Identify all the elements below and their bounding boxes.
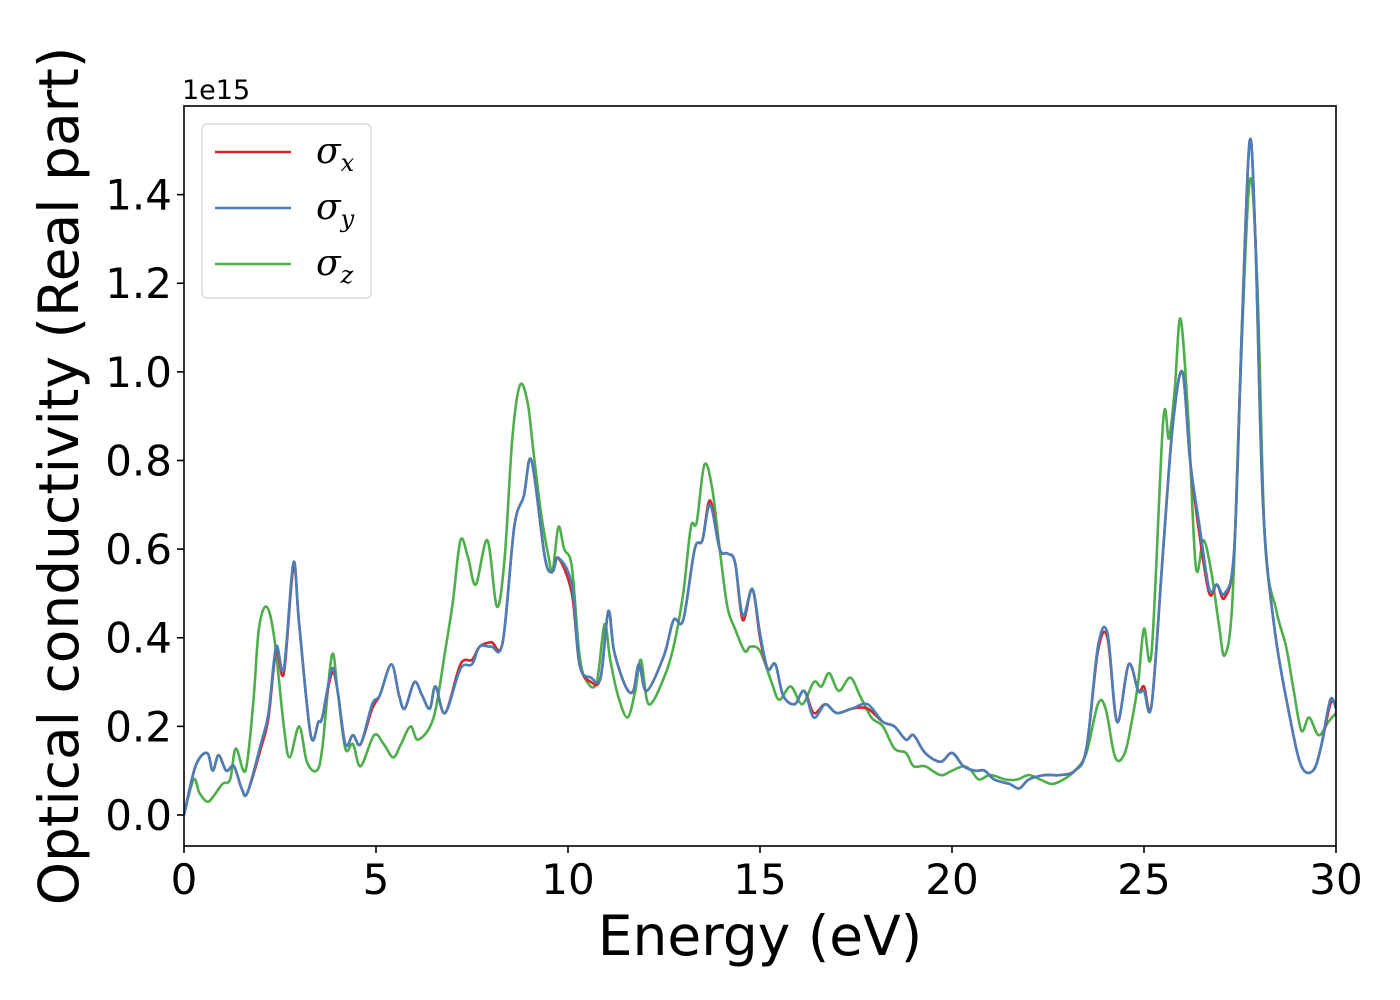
- legend-label-x: σx: [316, 131, 355, 177]
- x-tick-label: 30: [1309, 855, 1362, 904]
- y-tick-label: 1.4: [105, 171, 172, 220]
- x-tick-label: 15: [733, 855, 786, 904]
- y-tick-label: 0.2: [105, 702, 172, 751]
- y-tick-label: 0.4: [105, 614, 172, 663]
- y-tick-label: 0.0: [105, 791, 172, 840]
- x-tick-label: 10: [541, 855, 594, 904]
- legend: σx σy σz: [201, 123, 372, 299]
- legend-label-z: σz: [316, 243, 354, 289]
- plot-background: [184, 106, 1336, 846]
- x-tick-label: 5: [363, 855, 390, 904]
- x-axis-ticks: 0 5 10 15 20 25 30: [171, 846, 1363, 904]
- x-axis-title: Energy (eV): [598, 904, 922, 968]
- y-offset-label: 1e15: [182, 75, 250, 106]
- y-tick-label: 1.2: [105, 259, 172, 308]
- x-tick-label: 20: [925, 855, 978, 904]
- y-tick-label: 0.8: [105, 436, 172, 485]
- x-tick-label: 0: [171, 855, 198, 904]
- legend-label-y: σy: [316, 187, 355, 233]
- y-tick-label: 1.0: [105, 348, 172, 397]
- series-line-y: [184, 137, 1336, 816]
- x-tick-label: 25: [1117, 855, 1170, 904]
- legend-frame: [201, 123, 372, 299]
- y-tick-label: 0.6: [105, 525, 172, 574]
- y-axis-title: Optical conductivity (Real part): [27, 47, 91, 906]
- y-axis-ticks: 0.0 0.2 0.4 0.6 0.8 1.0 1.2 1.4: [105, 171, 184, 840]
- series-line-z: [184, 177, 1336, 816]
- series-layer: [184, 137, 1336, 816]
